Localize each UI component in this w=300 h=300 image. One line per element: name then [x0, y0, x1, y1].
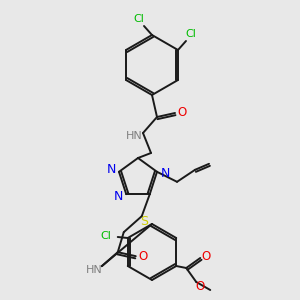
Text: N: N: [114, 190, 123, 203]
Text: N: N: [106, 163, 116, 176]
Text: Cl: Cl: [185, 29, 197, 39]
Text: HN: HN: [126, 131, 142, 141]
Text: O: O: [138, 250, 147, 263]
Text: Cl: Cl: [134, 14, 144, 24]
Text: N: N: [160, 167, 170, 180]
Text: O: O: [202, 250, 211, 262]
Text: Cl: Cl: [100, 231, 111, 241]
Text: O: O: [196, 280, 205, 292]
Text: S: S: [140, 215, 148, 228]
Text: HN: HN: [85, 265, 102, 275]
Text: O: O: [177, 106, 187, 119]
